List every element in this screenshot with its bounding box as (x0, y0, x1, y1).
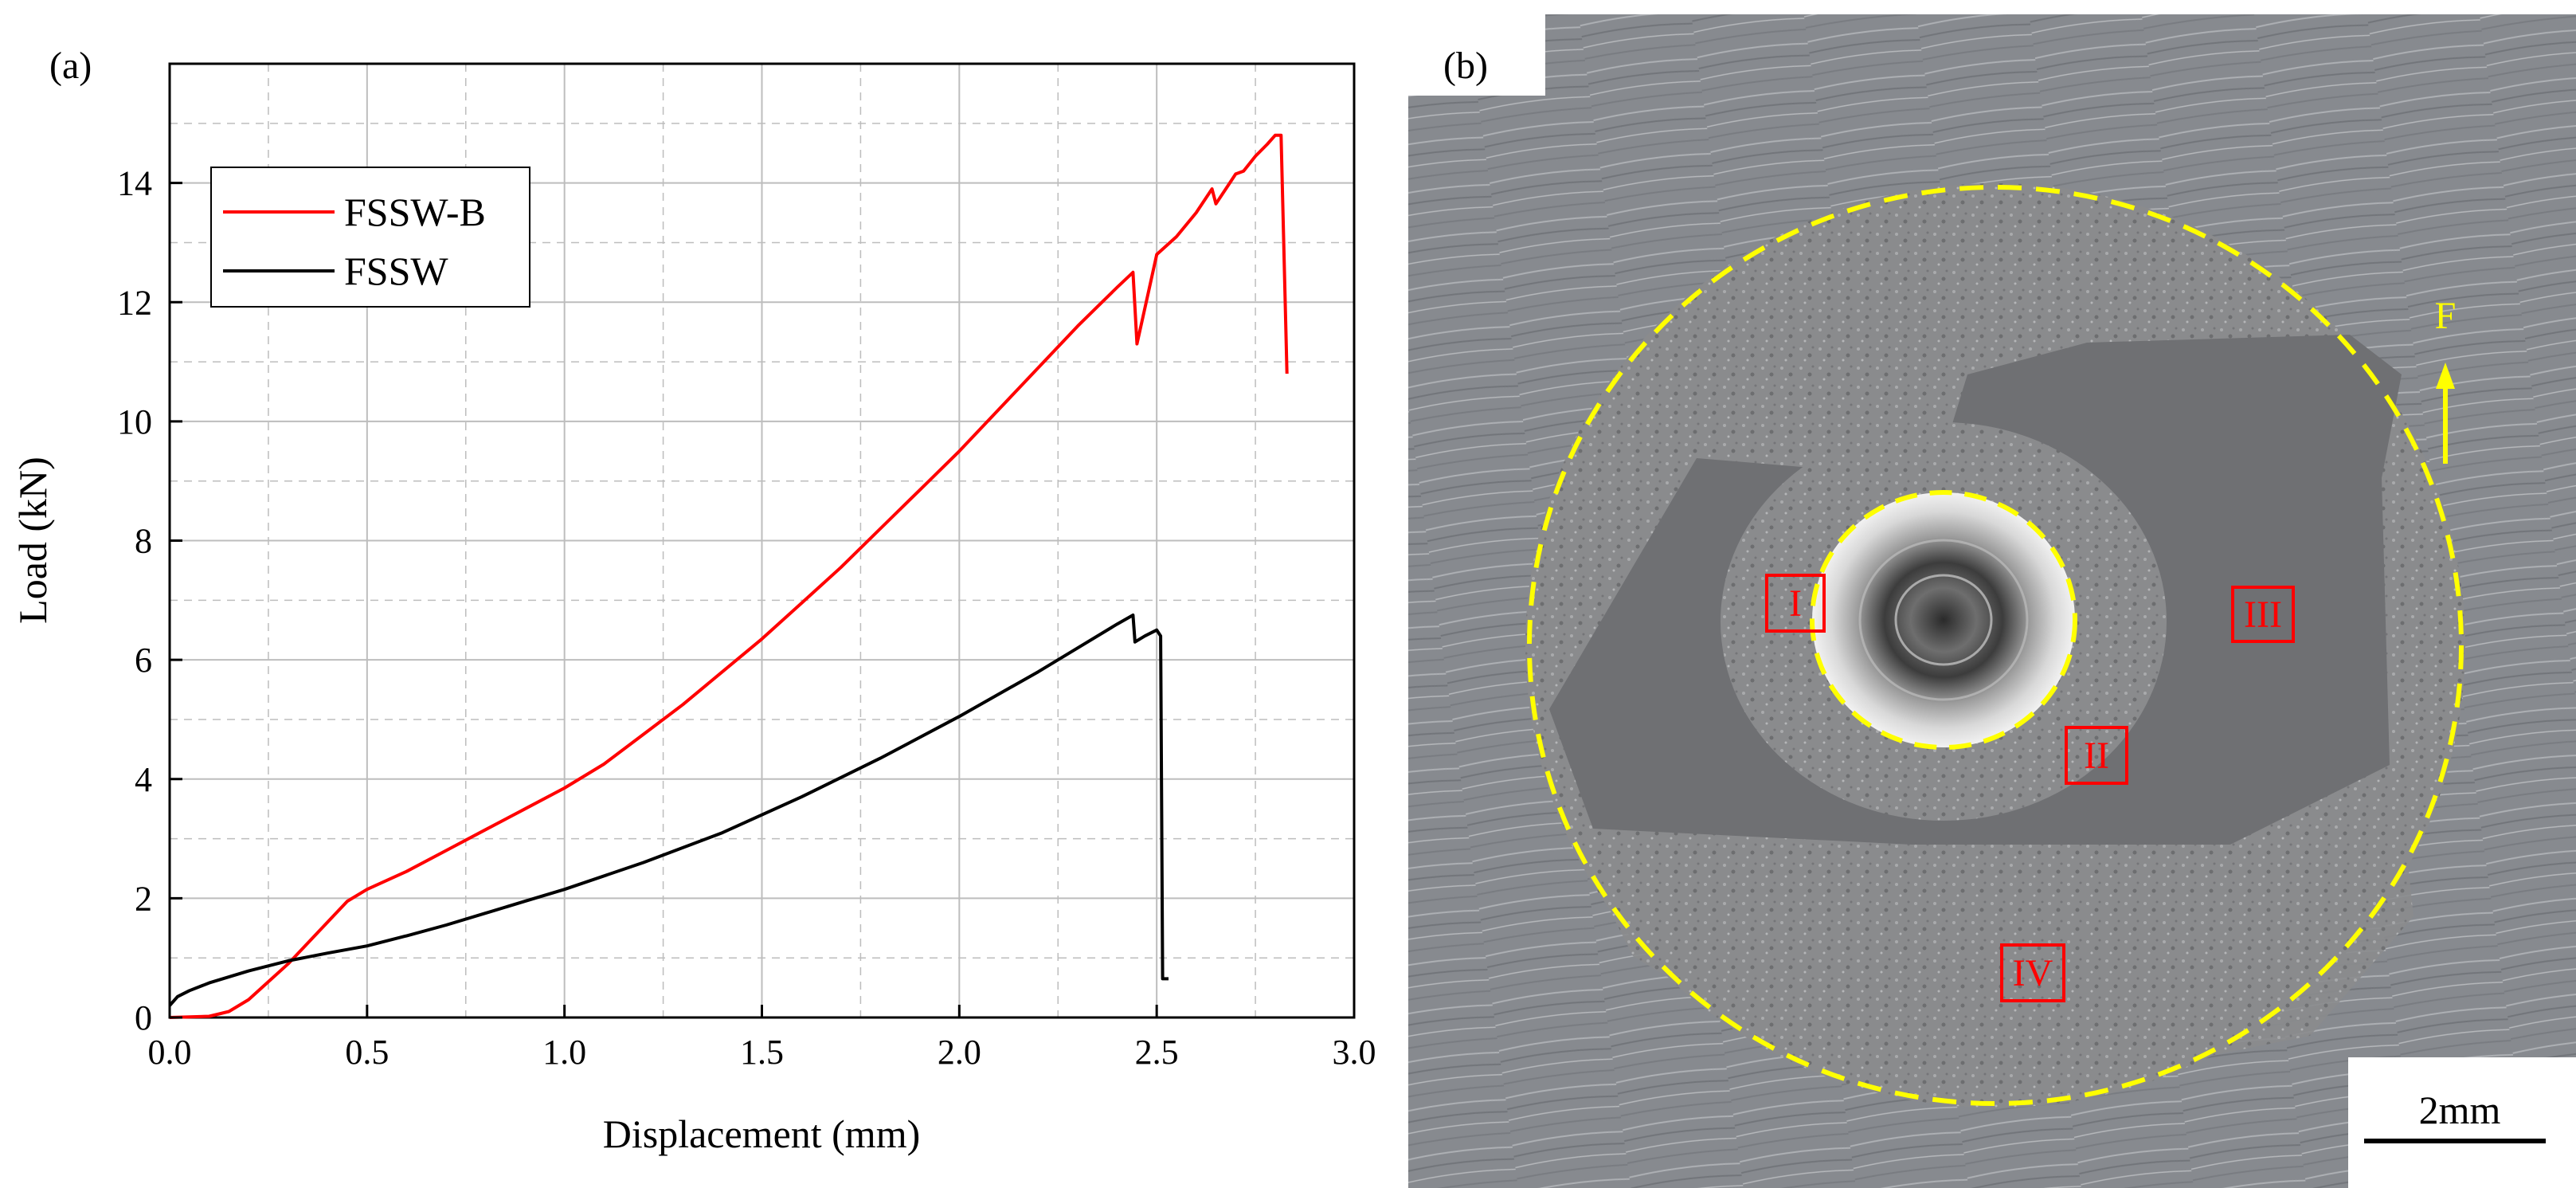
y-tick-label: 14 (117, 164, 152, 203)
scale-bar-label: 2mm (2419, 1088, 2501, 1132)
y-tick-label: 10 (117, 402, 152, 441)
y-tick-label: 4 (135, 760, 152, 799)
y-tick-label: 0 (135, 998, 152, 1037)
region-label-ii: II (2065, 726, 2128, 785)
x-tick-label: 2.0 (938, 1033, 981, 1072)
x-tick-label: 0.0 (148, 1033, 192, 1072)
keyhole-ring-2 (1894, 574, 1993, 666)
x-tick-label: 0.5 (345, 1033, 389, 1072)
panel-label-b-background (1408, 0, 1545, 96)
svg-text:III: III (2244, 594, 2282, 636)
x-tick-label: 2.5 (1135, 1033, 1179, 1072)
force-label: F (2435, 295, 2457, 337)
fracture-micrograph: (b) I II III IV F 2mm (1408, 0, 2576, 1188)
y-axis-label: Load (kN) (10, 457, 55, 624)
svg-text:I: I (1789, 582, 1802, 625)
legend-label-fssw-b: FSSW-B (344, 190, 486, 234)
keyhole-boundary (1810, 490, 2077, 750)
region-iv-rough-area (1573, 765, 2414, 1084)
series-lines (168, 133, 1289, 1019)
force-direction-arrow: F (2435, 295, 2457, 464)
series-line-fssw (168, 614, 1169, 1007)
svg-text:II: II (2084, 735, 2109, 777)
x-tick-label: 1.5 (740, 1033, 784, 1072)
y-tick-label: 6 (135, 641, 152, 680)
x-tick-label: 1.0 (542, 1033, 586, 1072)
x-axis-label: Displacement (mm) (603, 1112, 921, 1156)
keyhole-ring-1 (1858, 539, 2029, 701)
region-label-i: I (1765, 574, 1826, 633)
legend-box (210, 167, 530, 308)
scale-bar: 2mm (2348, 1057, 2576, 1188)
svg-text:IV: IV (2013, 952, 2053, 994)
x-axis-ticks: 0.0 0.5 1.0 1.5 2.0 2.5 3.0 (148, 1005, 1376, 1072)
panel-label-b: (b) (1443, 45, 1488, 87)
x-tick-label: 3.0 (1333, 1033, 1376, 1072)
keyhole (1812, 492, 2075, 747)
y-axis-ticks: 0 2 4 6 8 10 12 14 (117, 164, 182, 1037)
region-label-iv: IV (2000, 943, 2065, 1002)
y-tick-label: 2 (135, 879, 152, 918)
y-tick-label: 8 (135, 522, 152, 561)
scale-bar-background (2348, 1057, 2576, 1188)
load-displacement-chart: (a) 0.0 0.5 1.0 1.5 2.0 2.5 3.0 0 2 4 6 8 10 12 14 Di… (10, 45, 1376, 1156)
legend: FSSW-B FSSW (210, 167, 530, 308)
weld-outer-boundary (1527, 185, 2464, 1106)
series-line-fssw-b (169, 133, 1289, 1019)
legend-label-fssw: FSSW (344, 249, 448, 293)
region-label-iii: III (2231, 586, 2295, 643)
panel-label-a: (a) (49, 45, 92, 87)
y-tick-label: 12 (117, 283, 152, 322)
